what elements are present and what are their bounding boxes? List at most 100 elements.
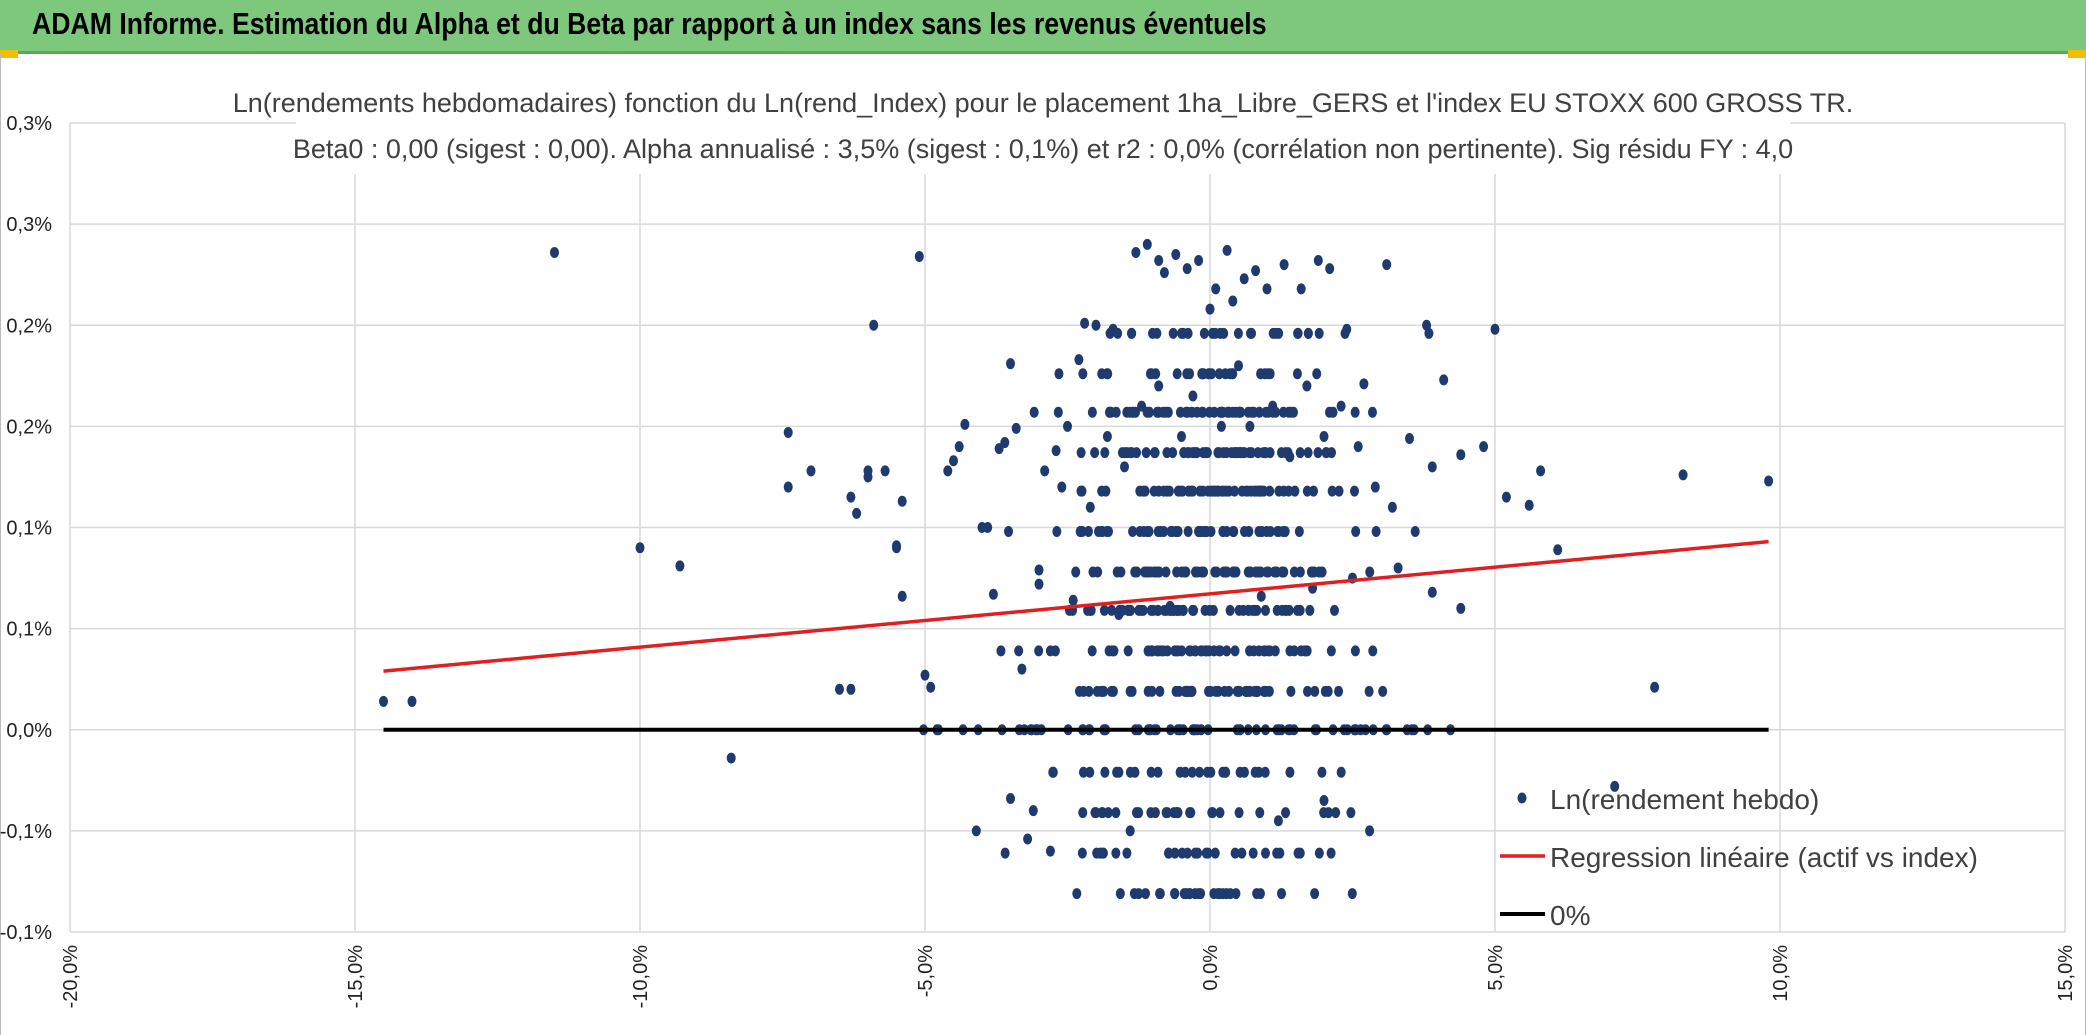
data-point (1159, 267, 1169, 279)
data-point (1285, 766, 1295, 778)
data-point (1034, 564, 1044, 576)
data-point (1072, 888, 1082, 900)
data-point (1130, 566, 1140, 578)
data-point (1040, 465, 1050, 477)
data-point (1524, 499, 1534, 511)
data-point (1142, 526, 1152, 538)
data-point (1244, 604, 1254, 616)
data-point (1230, 847, 1240, 859)
data-point (1272, 847, 1282, 859)
data-point (1239, 526, 1249, 538)
data-point (1182, 263, 1192, 275)
data-point (1215, 807, 1225, 819)
data-point (1364, 685, 1374, 697)
data-point (1261, 847, 1271, 859)
y-axis-ticks: -0,1% -0,1% 0,0% 0,1% 0,1% 0,2% 0,2% 0,3% 0,3% (0, 113, 52, 944)
data-point (1138, 485, 1148, 497)
data-point (1194, 255, 1204, 267)
data-point (1319, 795, 1329, 807)
data-point (1170, 888, 1180, 900)
x-tick-label: -15,0% (345, 945, 367, 1009)
data-point (1172, 368, 1182, 380)
data-point (1329, 604, 1339, 616)
corner-marker-left (0, 50, 18, 58)
header-banner: ADAM Informe. Estimation du Alpha et du … (0, 0, 2086, 54)
data-point (1234, 604, 1244, 616)
data-point (1370, 481, 1380, 493)
data-point (1336, 766, 1346, 778)
data-point (1610, 780, 1620, 792)
data-point (1125, 825, 1135, 837)
data-point (1303, 327, 1313, 339)
data-point (1111, 807, 1121, 819)
data-point (1023, 833, 1033, 845)
data-point (1113, 327, 1123, 339)
data-point (1184, 685, 1194, 697)
data-point (1295, 447, 1305, 459)
data-point (1092, 847, 1102, 859)
data-point (1116, 566, 1126, 578)
data-point (1156, 526, 1166, 538)
data-point (1237, 847, 1247, 859)
data-point (1077, 847, 1087, 859)
data-point (379, 695, 388, 707)
data-point (1225, 888, 1235, 900)
legend: Ln(rendement hebdo) Regression linéaire (… (1500, 784, 1978, 931)
data-point (1272, 604, 1282, 616)
data-point (1314, 847, 1324, 859)
data-point (1253, 447, 1263, 459)
data-point (835, 683, 844, 695)
data-point (1280, 604, 1290, 616)
data-point (1142, 238, 1152, 250)
x-tick-label: 0,0% (1200, 945, 1222, 991)
data-point (1279, 566, 1289, 578)
data-point (1088, 566, 1098, 578)
data-point (1132, 447, 1142, 459)
data-point (1427, 586, 1437, 598)
data-point (1087, 645, 1097, 657)
data-point (1222, 645, 1232, 657)
data-point (1325, 263, 1335, 275)
data-point (1309, 485, 1319, 497)
data-point (1310, 888, 1320, 900)
data-point (892, 542, 901, 554)
data-point (1085, 766, 1095, 778)
data-point (869, 319, 879, 331)
data-point (1168, 327, 1178, 339)
data-point (1104, 406, 1114, 418)
data-point (1085, 501, 1095, 513)
data-point (1175, 406, 1185, 418)
data-point (1257, 526, 1267, 538)
data-point (1048, 766, 1058, 778)
data-point (1245, 566, 1255, 578)
data-point (1159, 604, 1169, 616)
data-point (1087, 406, 1097, 418)
data-point (1334, 685, 1344, 697)
data-point (1336, 400, 1346, 412)
data-point (1302, 685, 1312, 697)
data-point (1252, 888, 1262, 900)
data-point (1371, 526, 1381, 538)
data-point (1144, 645, 1154, 657)
data-point (1490, 323, 1500, 335)
x-tick-label: -5,0% (915, 945, 937, 997)
data-point (1143, 685, 1153, 697)
data-point (1112, 766, 1122, 778)
data-point (1229, 526, 1239, 538)
data-point (1218, 526, 1228, 538)
data-point (1068, 594, 1078, 606)
data-point (1144, 406, 1154, 418)
data-point (1250, 604, 1260, 616)
x-tick-label: -10,0% (630, 945, 652, 1009)
y-tick-label: 0,3% (6, 214, 52, 236)
data-point (1194, 526, 1204, 538)
data-point (1154, 255, 1164, 267)
data-point (852, 507, 862, 519)
data-point (1153, 566, 1163, 578)
data-point (1122, 406, 1132, 418)
x-tick-label: -20,0% (60, 945, 82, 1009)
data-point (1123, 645, 1133, 657)
data-point (1410, 526, 1420, 538)
data-point (1091, 319, 1101, 331)
data-point (1078, 807, 1088, 819)
